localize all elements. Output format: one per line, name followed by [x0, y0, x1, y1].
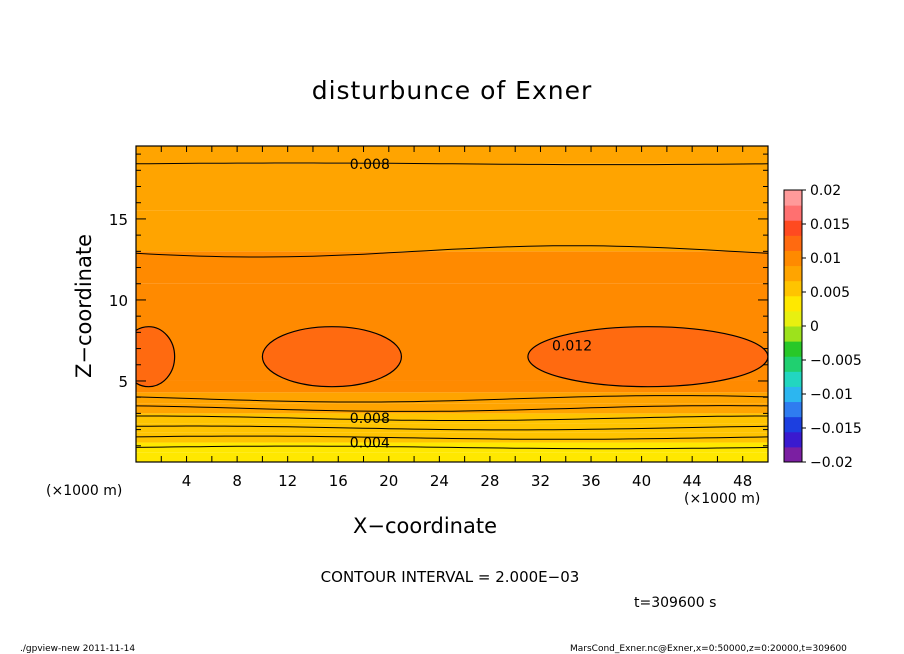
colorbar-segment [784, 356, 802, 372]
x-unit-left: (×1000 m) [46, 483, 123, 499]
contour-label: 0.008 [350, 411, 390, 427]
y-tick-label: 10 [109, 292, 128, 310]
colorbar-segment [784, 446, 802, 463]
contour-label: 0.008 [350, 157, 390, 173]
colorbar-segment [784, 280, 802, 297]
contour-interval-text: CONTOUR INTERVAL = 2.000E−03 [320, 568, 580, 586]
colorbar-segment [784, 250, 802, 267]
colorbar-tick-label: −0.015 [810, 421, 862, 437]
contour-label: 0.012 [552, 338, 592, 354]
maximum-region [262, 326, 402, 387]
x-tick-label: 36 [581, 472, 600, 490]
y-tick-label: 5 [118, 373, 128, 391]
colorbar-segment [784, 341, 802, 357]
contour-line [136, 395, 768, 403]
band [136, 380, 768, 393]
colorbar-segment [784, 326, 802, 342]
colorbar-segment [784, 371, 802, 387]
colorbar-segment [784, 310, 802, 327]
time-text: t=309600 s [634, 595, 717, 611]
footer-right: MarsCond_Exner.nc@Exner,x=0:50000,z=0:20… [570, 644, 847, 654]
x-unit-right: (×1000 m) [684, 491, 761, 507]
contour-line [136, 162, 768, 166]
x-tick-label: 24 [430, 472, 449, 490]
colorbar: 0.02 0.015 0.01 0.005 0 −0.005 −0.01 −0.015 −0.0… [783, 183, 862, 471]
plot-area [136, 146, 768, 462]
colorbar-tick-label: 0.015 [810, 217, 850, 233]
colorbar-segment [784, 205, 802, 221]
band [136, 146, 768, 164]
y-tick-label: 15 [109, 211, 128, 229]
footer-left: ./gpview-new 2011-11-14 [20, 644, 136, 654]
maximum-region [136, 326, 175, 387]
plot-frame [135, 145, 769, 463]
x-tick-label: 44 [683, 472, 702, 490]
colorbar-segment [784, 235, 802, 251]
maximum-region [527, 326, 768, 387]
x-tick-label: 12 [278, 472, 297, 490]
band [136, 423, 768, 433]
colorbar-segment [784, 416, 802, 433]
band [136, 403, 768, 414]
contour-line [136, 425, 768, 431]
band [136, 163, 768, 211]
colorbar-tick-label: 0 [810, 319, 819, 335]
band [136, 452, 768, 462]
band [136, 432, 768, 443]
colorbar-segment [784, 401, 802, 418]
band [136, 413, 768, 424]
colorbar-segment [784, 265, 802, 282]
colorbar-tick-label: −0.02 [810, 455, 853, 471]
x-tick-label: 48 [733, 472, 752, 490]
colorbar-tick-label: 0.005 [810, 285, 850, 301]
x-tick-label: 28 [480, 472, 499, 490]
chart-title: disturbunce of Exner [311, 76, 593, 105]
contour-line [136, 405, 768, 412]
band [136, 210, 768, 252]
x-axis-label: X−coordinate [353, 514, 497, 538]
x-tick-label: 4 [182, 472, 192, 490]
contour-closed [136, 326, 176, 388]
colorbar-segment [784, 295, 802, 312]
contour-closed [261, 326, 403, 388]
colorbar-tick-label: 0.01 [810, 251, 841, 267]
colorbar-tick-label: −0.005 [810, 353, 862, 369]
x-tick-label: 8 [232, 472, 242, 490]
contour-line [136, 245, 768, 258]
colorbar-segment [784, 386, 802, 403]
contour-line [136, 415, 768, 421]
band [136, 251, 768, 284]
x-tick-label: 40 [632, 472, 651, 490]
x-tick-label: 16 [329, 472, 348, 490]
colorbar-tick-label: 0.02 [810, 183, 841, 199]
colorbar-segment [784, 220, 802, 236]
contour-line [136, 435, 768, 440]
colorbar-segment [784, 431, 802, 448]
x-tick-label: 32 [531, 472, 550, 490]
contour-label: 0.004 [350, 436, 390, 452]
y-axis-label: Z−coordinate [72, 234, 96, 378]
colorbar-tick-label: −0.01 [810, 387, 853, 403]
contour-labels: 0.008 0.012 0.008 0.004 [350, 157, 592, 452]
contour-line [136, 445, 768, 450]
colorbar-segment [784, 190, 802, 206]
contour-lines [136, 162, 768, 450]
x-tick-label: 20 [379, 472, 398, 490]
band [136, 392, 768, 404]
